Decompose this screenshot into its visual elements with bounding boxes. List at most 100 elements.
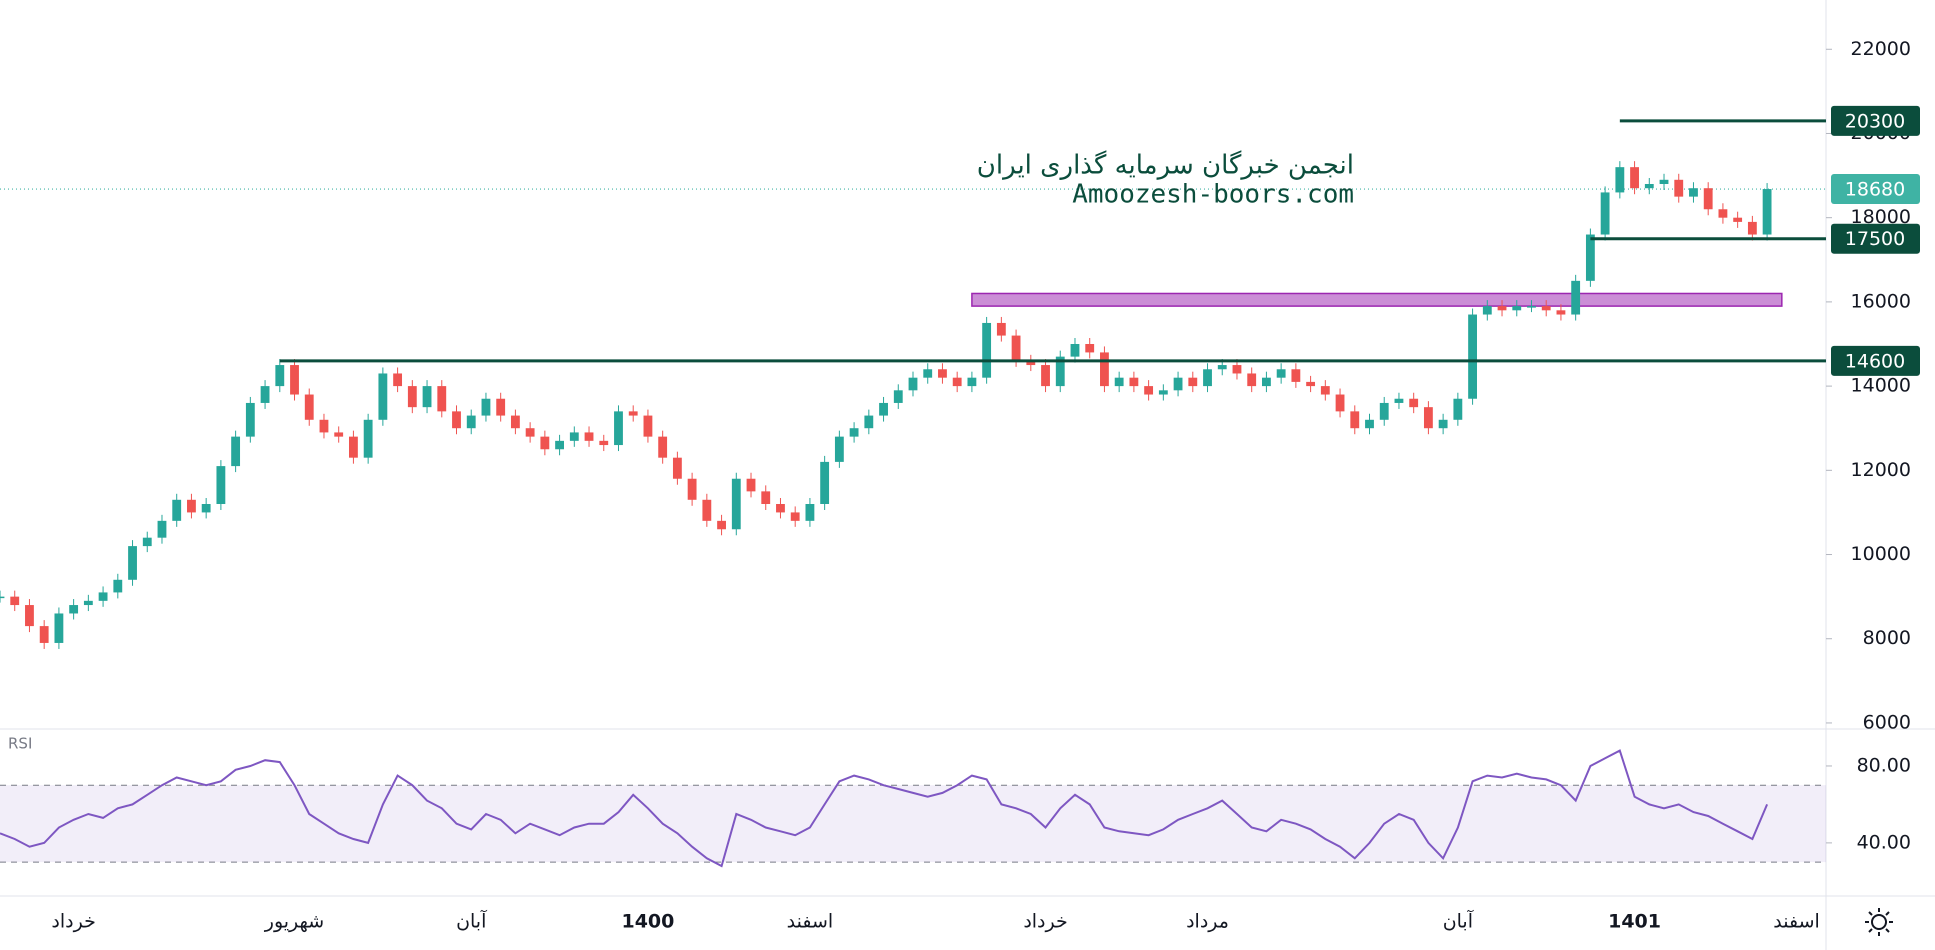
icon-rays [1865,908,1893,936]
candle-body [923,369,933,378]
candle-body [319,419,329,433]
candle-body [1144,386,1154,395]
candle-body [437,386,447,412]
candle-body [790,512,800,521]
candle-body [422,386,432,408]
candle-body [1497,306,1507,311]
watermark-line1: انجمن خبرگان سرمایه گذاری ایران [977,150,1354,181]
candle-body [1468,314,1477,399]
candle-body [540,436,550,450]
candle-body [1129,377,1139,387]
price-label: 17500 [1845,228,1905,250]
candle-body [1070,344,1080,357]
candle-body [128,546,137,580]
price-label: 20300 [1845,110,1905,132]
candle-body [187,499,196,513]
candle-body [1747,221,1757,235]
candle-body [113,579,123,593]
candle-body [879,402,888,416]
x-tick-label: آبان [456,909,487,933]
candle-body [1423,407,1433,429]
candle-body [687,478,697,500]
candle-body [83,600,93,606]
candle-body [1188,377,1198,387]
candle-body [628,411,638,416]
y-tick-label: 10000 [1851,543,1911,565]
candle-body [245,402,255,437]
candle-body [569,432,579,441]
y-tick-label: 12000 [1851,459,1911,481]
candle-body [658,436,668,458]
price-label-box [1831,345,1920,376]
y-tick-label: 8000 [1863,627,1911,649]
x-tick-label: شهریور [264,911,324,933]
rsi-band [0,785,1826,863]
candle-body [393,373,403,387]
candle-body [1600,192,1610,235]
x-tick-label: 1401 [1608,911,1661,933]
candle-body [466,415,476,429]
candle-body [481,398,491,416]
candle-body [98,592,108,601]
candle-body [496,398,506,416]
candle-body [1100,352,1109,387]
candle-body [702,499,712,521]
candle-body [1055,356,1065,387]
y-tick-label: 18000 [1851,206,1911,228]
candle-body [1320,386,1330,395]
candle-body [1718,209,1728,218]
watermark-line2: Amoozesh-boors.com [1072,180,1354,210]
candle-body [1733,217,1743,222]
candle-body [510,415,520,429]
y-tick-label: 40.00 [1857,831,1911,853]
candle-body [731,478,741,530]
candle-body [69,605,79,614]
candle-body [1041,365,1050,387]
candle-body [599,440,609,446]
candle-body [820,461,830,504]
candle-body [1173,377,1183,391]
candle-body [1203,369,1212,387]
candle-body [643,415,653,437]
candle-body [717,520,726,530]
candle-body [1158,390,1168,395]
candle-body [363,419,373,458]
candle-body [1482,306,1492,315]
candle-body [231,436,241,467]
candle-body [996,322,1006,336]
settings-icon[interactable] [1865,908,1893,936]
candle-body [349,436,358,458]
candle-body [1689,188,1698,197]
candle-body [1217,365,1227,370]
candle-body [1409,398,1419,408]
candle-body [1438,419,1448,429]
candle-body [672,457,682,479]
candle-body [216,466,226,504]
series-name: RSI [8,735,32,753]
candle-body [201,504,211,513]
candle-body [0,596,5,599]
candle-body [290,365,299,395]
candle-body [10,596,20,606]
candle-body [864,415,874,429]
rsi-line [0,749,1769,868]
candle-body [893,390,903,403]
candle-body [614,411,623,446]
candle-body [334,432,344,437]
candle-body [172,499,182,521]
candle-body [746,478,756,492]
candle-body [1335,394,1345,412]
y-tick-label: 16000 [1851,290,1911,312]
candle-body [452,411,461,429]
x-tick-label: آبان [1443,909,1474,933]
candle-body [908,377,918,391]
candle-body [407,386,417,408]
candle-body [275,365,285,387]
candle-body [1541,306,1551,311]
icon-circle [1871,914,1887,930]
x-tick-label: اسفند [787,911,834,933]
candle-body [1011,335,1021,361]
y-tick-label: 22000 [1851,38,1911,60]
candle-body [1262,377,1271,387]
